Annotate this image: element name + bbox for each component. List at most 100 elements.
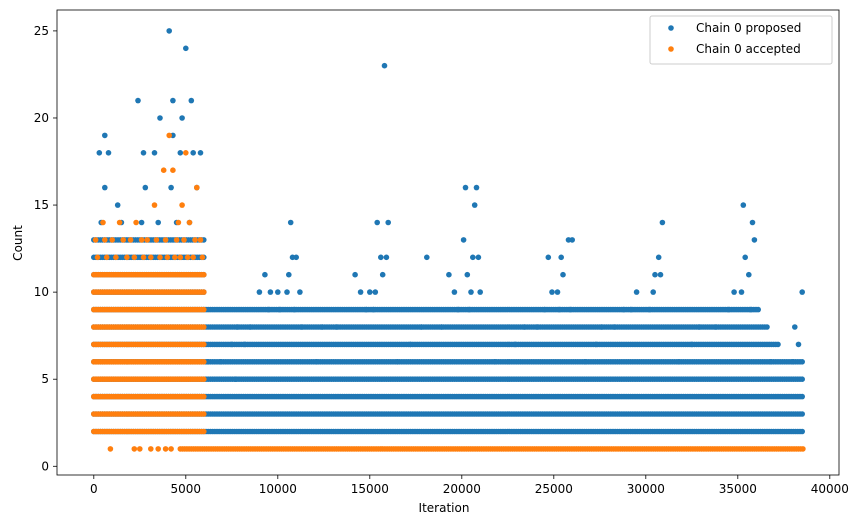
data-point: [140, 254, 147, 261]
data-point: [394, 359, 401, 365]
data-point: [633, 289, 640, 295]
x-tick-label: 15000: [351, 482, 389, 496]
data-point: [676, 359, 682, 365]
x-tick-label: 25000: [535, 482, 573, 496]
series-1-row-11: [91, 271, 207, 278]
data-point: [162, 446, 169, 452]
series-0-row-9: [91, 306, 761, 313]
data-point: [378, 254, 384, 261]
data-point: [183, 45, 189, 52]
data-point: [800, 446, 806, 452]
data-point: [181, 237, 187, 243]
data-point: [103, 254, 110, 261]
data-point: [173, 237, 180, 243]
series-1-row-9: [91, 306, 207, 313]
data-point: [105, 150, 112, 156]
data-point: [100, 219, 106, 226]
data-point: [521, 324, 528, 330]
data-point: [383, 254, 390, 261]
data-point: [160, 167, 167, 173]
data-point: [462, 184, 469, 191]
legend-label-proposed: Chain 0 proposed: [696, 21, 801, 35]
data-point: [775, 341, 781, 348]
data-point: [153, 237, 160, 243]
data-point: [275, 289, 281, 295]
data-point: [738, 289, 745, 295]
y-tick-label: 25: [34, 24, 49, 38]
data-point: [166, 132, 172, 139]
data-point: [267, 289, 274, 295]
data-point: [799, 359, 805, 365]
data-point: [133, 219, 139, 226]
data-point: [646, 306, 653, 313]
data-point: [183, 150, 189, 156]
data-point: [284, 289, 290, 295]
data-point: [460, 237, 467, 243]
data-point: [333, 324, 340, 330]
data-point: [135, 97, 141, 104]
data-point: [144, 237, 150, 243]
data-point: [131, 254, 138, 261]
data-point: [201, 376, 207, 383]
data-point: [567, 306, 574, 313]
data-point: [374, 219, 381, 226]
data-point: [102, 237, 108, 243]
data-point: [197, 237, 204, 243]
data-point: [168, 446, 174, 452]
data-point: [475, 254, 482, 261]
data-point: [140, 150, 147, 156]
series-1: [91, 132, 806, 452]
data-point: [155, 219, 161, 226]
data-point: [381, 62, 388, 69]
data-point: [582, 359, 588, 365]
data-point: [751, 237, 758, 243]
data-point: [747, 306, 754, 313]
data-point: [424, 254, 430, 261]
series-1-row-4: [91, 393, 207, 400]
data-point: [190, 254, 196, 261]
data-point: [792, 324, 798, 330]
data-point: [297, 289, 303, 295]
data-point: [170, 97, 176, 104]
legend-box: [649, 15, 833, 65]
data-point: [127, 237, 134, 243]
data-point: [293, 254, 300, 261]
data-point: [367, 289, 373, 295]
data-point: [102, 132, 108, 139]
data-point: [265, 306, 272, 313]
data-point: [407, 341, 414, 348]
data-point: [201, 271, 207, 278]
data-point: [799, 411, 805, 417]
series-1-row-2: [91, 428, 207, 435]
data-point: [137, 446, 143, 452]
y-axis-label: Count: [11, 225, 25, 261]
data-point: [799, 428, 805, 435]
data-point: [148, 446, 154, 452]
data-point: [131, 446, 138, 452]
data-point: [113, 254, 119, 261]
series-0-row-4: [91, 393, 805, 400]
data-point: [372, 289, 379, 295]
series-1-row-10: [91, 289, 207, 295]
data-point: [749, 219, 756, 226]
series-1-row-7: [91, 341, 207, 348]
data-point: [151, 202, 158, 208]
data-point: [151, 150, 158, 156]
data-point: [201, 428, 207, 435]
y-tick-label: 5: [41, 372, 49, 386]
data-point: [276, 306, 283, 313]
data-point: [138, 219, 145, 226]
data-point: [218, 359, 224, 365]
data-point: [799, 289, 805, 295]
data-point: [464, 271, 471, 278]
data-point: [659, 219, 666, 226]
data-point: [155, 446, 161, 452]
data-point: [468, 289, 474, 295]
data-point: [470, 254, 476, 261]
data-point: [740, 202, 747, 208]
data-point: [446, 271, 452, 278]
data-point: [179, 202, 185, 208]
data-point: [549, 289, 555, 295]
data-point: [655, 254, 662, 261]
